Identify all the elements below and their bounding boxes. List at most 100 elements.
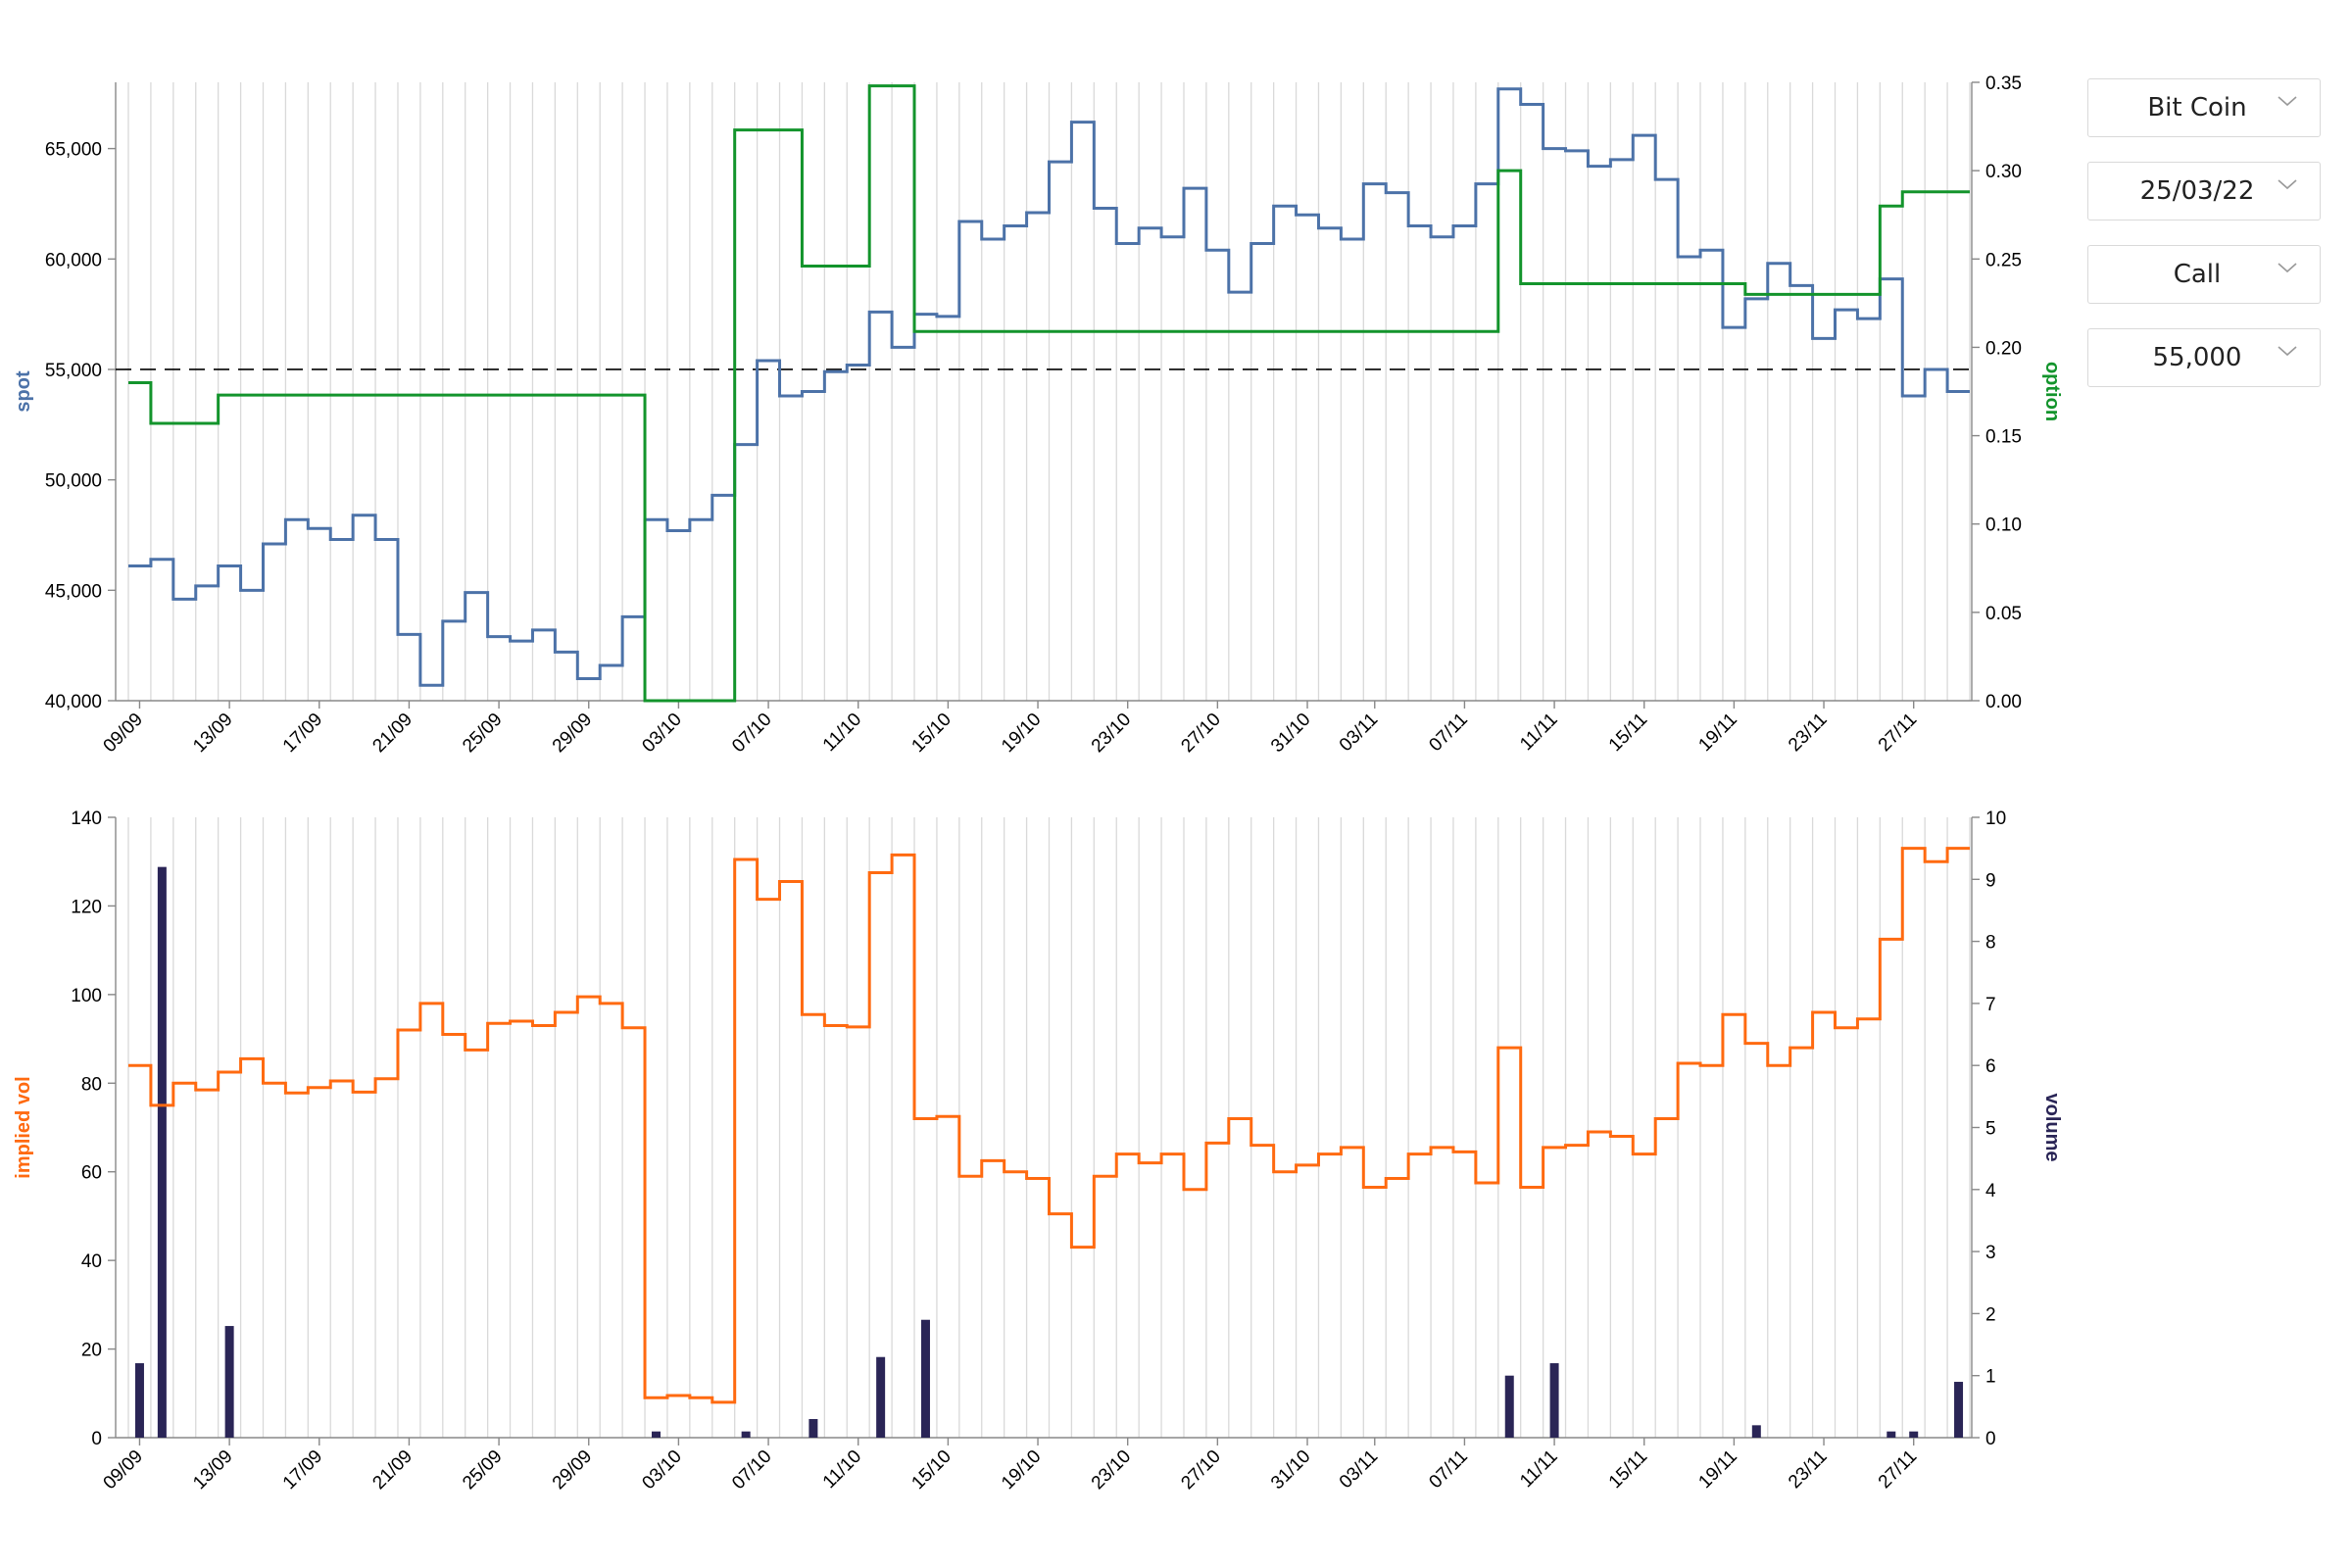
x-tick-label: 27/11 [1875, 710, 1921, 756]
x-tick-label: 03/10 [638, 710, 685, 757]
asset-select[interactable]: Bit Coin [2087, 78, 2321, 137]
left-tick-label: 55,000 [45, 361, 102, 381]
chevron-down-icon [2278, 263, 2297, 273]
chevron-down-icon [2278, 179, 2297, 190]
right-tick-label: 3 [1985, 1243, 1996, 1263]
asset-select-value: Bit Coin [2147, 93, 2247, 122]
x-tick-label: 03/11 [1336, 1446, 1382, 1493]
x-tick-label: 11/10 [819, 1446, 865, 1493]
option-type-select[interactable]: Call [2087, 245, 2321, 304]
right-tick-label: 0.20 [1985, 338, 2022, 359]
volume-bar [741, 1431, 751, 1438]
x-tick-label: 09/09 [100, 710, 147, 757]
left-tick-label: 40 [81, 1251, 102, 1272]
x-tick-label: 19/11 [1694, 710, 1740, 756]
x-tick-label: 27/10 [1177, 710, 1224, 757]
x-tick-label: 23/10 [1088, 1446, 1135, 1494]
x-tick-label: 03/10 [638, 1446, 685, 1494]
x-tick-label: 25/09 [459, 710, 506, 757]
left-tick-label: 65,000 [45, 140, 102, 161]
right-tick-label: 7 [1985, 995, 1996, 1015]
implied-vol-axis-title: implied vol [13, 1076, 34, 1178]
right-tick-label: 0 [1985, 1429, 1996, 1449]
option-axis-title: option [2041, 362, 2063, 421]
x-tick-label: 15/11 [1605, 710, 1651, 756]
left-tick-label: 120 [71, 897, 102, 917]
left-tick-label: 40,000 [45, 692, 102, 712]
option-series-line [128, 84, 1970, 703]
volume-bar [157, 866, 167, 1438]
x-tick-label: 29/09 [549, 710, 596, 757]
left-tick-label: 20 [81, 1341, 102, 1361]
spot-series-line [128, 87, 1970, 687]
left-tick-label: 140 [71, 808, 102, 829]
x-tick-label: 21/09 [368, 710, 416, 757]
x-tick-label: 15/10 [907, 1446, 955, 1494]
right-tick-label: 5 [1985, 1119, 1996, 1140]
x-tick-label: 21/09 [368, 1446, 416, 1494]
x-tick-label: 11/11 [1516, 1446, 1561, 1492]
right-tick-label: 9 [1985, 870, 1996, 891]
x-tick-label: 11/10 [819, 710, 865, 756]
volume-bar [1954, 1382, 1964, 1438]
x-tick-label: 07/10 [728, 1446, 775, 1494]
volume-bar [224, 1326, 234, 1438]
left-tick-label: 45,000 [45, 581, 102, 602]
x-tick-label: 13/09 [189, 1446, 236, 1494]
x-tick-label: 25/09 [459, 1446, 506, 1494]
chevron-down-icon [2278, 96, 2297, 107]
right-tick-label: 0.30 [1985, 162, 2022, 182]
right-tick-label: 8 [1985, 933, 1996, 954]
option-type-select-value: Call [2173, 260, 2222, 289]
right-tick-label: 4 [1985, 1181, 1996, 1201]
x-tick-label: 19/10 [998, 710, 1045, 757]
volume-bar [651, 1431, 661, 1438]
x-tick-label: 15/10 [907, 710, 955, 757]
volume-bar [876, 1356, 886, 1438]
volume-bar [134, 1363, 144, 1438]
x-tick-label: 07/11 [1425, 710, 1471, 756]
volume-bar [1909, 1431, 1919, 1438]
right-tick-label: 10 [1985, 808, 2006, 829]
x-tick-label: 31/10 [1267, 710, 1314, 757]
left-tick-label: 50,000 [45, 471, 102, 492]
x-tick-label: 23/11 [1785, 710, 1831, 756]
volume-bar [1751, 1425, 1761, 1438]
x-tick-label: 15/11 [1605, 1446, 1651, 1493]
strike-select-value: 55,000 [2152, 343, 2242, 372]
x-tick-label: 07/11 [1425, 1446, 1471, 1493]
left-tick-label: 60,000 [45, 250, 102, 270]
expiry-select[interactable]: 25/03/22 [2087, 162, 2321, 220]
right-tick-label: 1 [1985, 1367, 1996, 1388]
x-tick-label: 19/10 [998, 1446, 1045, 1494]
x-tick-label: 27/11 [1875, 1446, 1921, 1493]
x-tick-label: 07/10 [728, 710, 775, 757]
x-tick-label: 17/09 [279, 710, 326, 757]
right-tick-label: 0.05 [1985, 604, 2022, 624]
volume-bar [1549, 1363, 1559, 1438]
x-tick-label: 03/11 [1336, 710, 1382, 756]
spot-axis-title: spot [13, 370, 34, 413]
strike-select[interactable]: 55,000 [2087, 328, 2321, 387]
volume-axis-title: volume [2041, 1093, 2063, 1161]
right-tick-label: 6 [1985, 1056, 1996, 1077]
right-tick-label: 0.15 [1985, 427, 2022, 448]
implied-vol-series-line [128, 847, 1970, 1404]
right-tick-label: 0.10 [1985, 515, 2022, 536]
x-tick-label: 09/09 [100, 1446, 147, 1494]
volume-bar [1886, 1431, 1896, 1438]
x-tick-label: 29/09 [549, 1446, 596, 1494]
right-tick-label: 2 [1985, 1304, 1996, 1325]
volume-bar [808, 1419, 818, 1438]
x-tick-label: 11/11 [1516, 710, 1561, 755]
x-tick-label: 13/09 [189, 710, 236, 757]
left-tick-label: 0 [91, 1429, 102, 1449]
x-tick-label: 31/10 [1267, 1446, 1314, 1494]
right-tick-label: 0.25 [1985, 250, 2022, 270]
x-tick-label: 19/11 [1694, 1446, 1740, 1493]
right-tick-label: 0.35 [1985, 74, 2022, 94]
x-tick-label: 17/09 [279, 1446, 326, 1494]
right-tick-label: 0.00 [1985, 692, 2022, 712]
volume-bar [1504, 1375, 1514, 1438]
